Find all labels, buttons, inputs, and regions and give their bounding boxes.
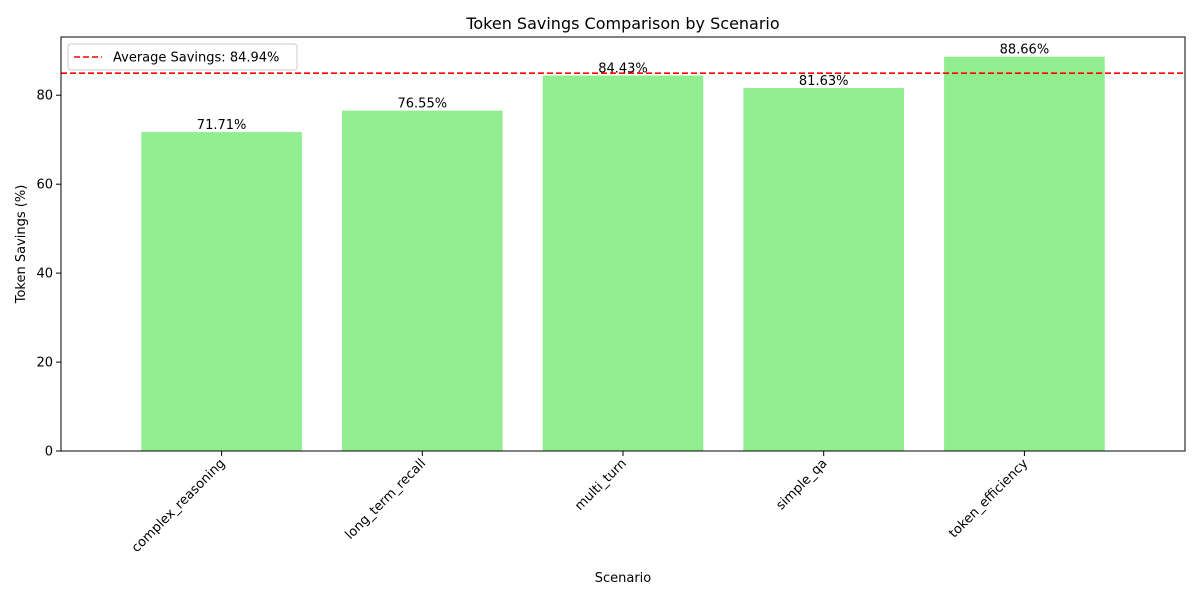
legend-box: [67, 43, 298, 71]
bar-long_term_recall: [342, 110, 503, 451]
bar-multi_turn: [542, 75, 704, 451]
data-label-multi_turn: 84.43%: [598, 62, 648, 77]
data-label-complex_reasoning: 71.71%: [197, 118, 247, 133]
data-label-token_efficiency: 88.66%: [1000, 43, 1050, 58]
y-tick-label: 60: [36, 178, 53, 193]
x-tick-label-long_term_recall: long_term_recall: [343, 456, 429, 542]
bar-simple_qa: [743, 88, 904, 451]
y-tick-label: 0: [45, 445, 53, 460]
legend: Average Savings: 84.94%: [67, 43, 298, 71]
bars-layer: [141, 56, 1105, 451]
x-tick-label-token_efficiency: token_efficiency: [946, 456, 1031, 541]
x-tick-label-complex_reasoning: complex_reasoning: [129, 456, 228, 555]
y-axis-label: Token Savings (%): [14, 185, 29, 305]
y-tick-label: 20: [36, 356, 53, 371]
data-label-long_term_recall: 76.55%: [398, 97, 448, 112]
data-label-simple_qa: 81.63%: [799, 74, 849, 89]
data-labels-layer: 71.71% 76.55% 84.43% 81.63% 88.66%: [197, 43, 1049, 133]
chart-title: Token Savings Comparison by Scenario: [465, 14, 779, 33]
x-tick-label-multi_turn: multi_turn: [572, 456, 630, 514]
x-axis-label: Scenario: [595, 571, 652, 586]
legend-entry-label: Average Savings: 84.94%: [113, 51, 279, 66]
bar-complex_reasoning: [141, 132, 302, 451]
y-tick-label: 40: [36, 267, 53, 282]
y-tick-label: 80: [36, 89, 53, 104]
bar-token_efficiency: [944, 56, 1105, 451]
x-tick-label-simple_qa: simple_qa: [774, 456, 831, 513]
